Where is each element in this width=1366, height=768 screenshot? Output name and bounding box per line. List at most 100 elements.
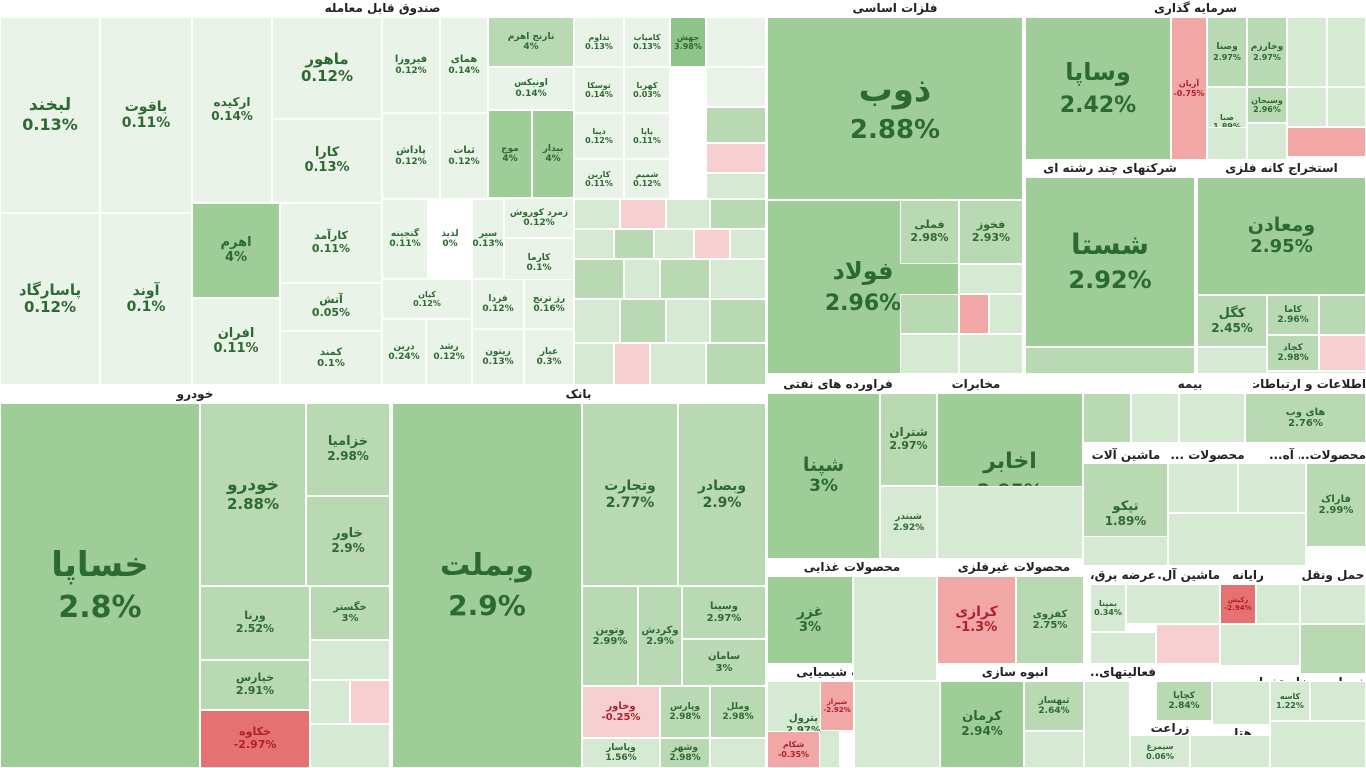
stock-tile-small[interactable] (310, 640, 390, 680)
stock-tile[interactable]: شپنا 3% (767, 393, 880, 559)
stock-tile[interactable]: سیر 0.13% (472, 199, 504, 279)
stock-tile-small[interactable] (959, 264, 1023, 294)
stock-tile-small[interactable] (1190, 735, 1270, 768)
stock-tile[interactable]: فاراک 2.99% (1306, 463, 1366, 547)
stock-tile[interactable]: ومعادن 2.95% (1197, 177, 1366, 295)
stock-tile[interactable]: وملل 2.98% (710, 686, 766, 738)
stock-tile[interactable]: پاداش 0.12% (382, 113, 440, 199)
stock-tile[interactable]: های وب 2.76% (1245, 393, 1366, 443)
stock-tile-small[interactable] (937, 486, 1083, 559)
stock-tile-small[interactable] (1083, 393, 1131, 443)
stock-tile[interactable]: شکام -0.35% (767, 731, 820, 768)
stock-tile-small[interactable] (959, 294, 989, 334)
stock-tile-small[interactable] (1179, 393, 1245, 443)
stock-tile-small[interactable] (1168, 463, 1238, 513)
stock-tile[interactable]: کچاد 2.98% (1267, 335, 1319, 371)
stock-tile[interactable]: ثبات 0.12% (440, 113, 488, 199)
stock-tile[interactable]: وصنا 2.97% (1207, 17, 1247, 87)
stock-tile-small[interactable] (574, 299, 620, 343)
stock-tile[interactable]: گنجینه 0.11% (382, 199, 428, 279)
stock-tile-small[interactable] (666, 299, 710, 343)
stock-tile[interactable]: خاور 2.9% (306, 496, 390, 586)
stock-tile[interactable]: تداوم 0.13% (574, 17, 624, 67)
stock-tile-small[interactable] (710, 199, 766, 229)
stock-tile-small[interactable] (710, 738, 766, 768)
stock-tile[interactable]: عیار 0.3% (524, 329, 574, 385)
stock-tile[interactable]: خودرو 2.88% (200, 403, 306, 586)
stock-tile[interactable]: اهرم 4% (192, 203, 280, 298)
stock-tile[interactable]: زمرد کوروش 0.12% (504, 198, 574, 238)
stock-tile-small[interactable] (614, 343, 650, 385)
stock-tile[interactable]: وخاور -0.25% (582, 686, 660, 738)
stock-tile-small[interactable] (1310, 681, 1366, 721)
stock-tile-small[interactable] (1156, 624, 1220, 664)
stock-tile-small[interactable] (1090, 632, 1156, 664)
stock-tile[interactable]: ثبهساز 2.64% (1024, 681, 1084, 731)
stock-tile-small[interactable] (706, 343, 766, 385)
stock-tile[interactable]: افران 0.11% (192, 298, 280, 385)
stock-tile[interactable]: وپاسار 1.56% (582, 738, 660, 768)
stock-tile[interactable]: اونیکس 0.14% (488, 67, 574, 110)
stock-tile[interactable]: شتران 2.97% (880, 393, 937, 486)
stock-tile[interactable]: وپارس 2.98% (660, 686, 710, 738)
stock-tile[interactable]: شیراز -2.92% (820, 681, 854, 731)
stock-tile-small[interactable] (574, 229, 614, 259)
stock-tile[interactable]: جهش 3.98% (670, 17, 706, 67)
stock-tile-small[interactable] (1287, 17, 1327, 87)
stock-tile[interactable]: فملی 2.98% (900, 200, 959, 264)
stock-tile-small[interactable] (710, 259, 766, 299)
stock-tile-small[interactable] (350, 680, 390, 724)
stock-tile-small[interactable] (310, 680, 350, 724)
stock-tile-small[interactable] (1126, 584, 1220, 624)
stock-tile-small[interactable] (620, 199, 666, 229)
stock-tile[interactable]: فردا 0.12% (472, 279, 524, 329)
stock-tile-small[interactable] (706, 107, 766, 143)
stock-tile-small[interactable] (1327, 87, 1366, 127)
stock-tile[interactable]: وساپا 2.42% (1025, 17, 1171, 160)
stock-tile[interactable]: کگل 2.45% (1197, 295, 1267, 347)
stock-tile[interactable]: خیارس 2.91% (200, 660, 310, 710)
stock-tile[interactable]: وتجارت 2.77% (582, 403, 678, 586)
stock-tile-small[interactable] (666, 199, 710, 229)
stock-tile-small[interactable] (1197, 347, 1267, 374)
stock-tile[interactable]: همای 0.14% (440, 17, 488, 113)
stock-tile[interactable]: فیروزا 0.12% (382, 17, 440, 113)
stock-tile[interactable]: موج 4% (488, 110, 532, 198)
stock-tile-small[interactable] (1327, 17, 1366, 87)
stock-tile-small[interactable] (1083, 536, 1168, 566)
stock-tile[interactable]: کمند 0.1% (280, 331, 382, 385)
stock-tile-small[interactable] (574, 343, 614, 385)
stock-tile[interactable]: وشهر 2.98% (660, 738, 710, 768)
stock-tile[interactable]: پاسارگاد 0.12% (0, 213, 100, 385)
stock-tile-small[interactable] (706, 173, 766, 199)
stock-tile-small[interactable] (989, 294, 1023, 334)
stock-tile-small[interactable] (1024, 731, 1084, 768)
stock-tile[interactable]: رکیش -2.94% (1220, 584, 1256, 624)
stock-tile[interactable]: ذوب 2.88% (767, 17, 1023, 200)
stock-tile-small[interactable] (706, 17, 766, 67)
stock-tile[interactable]: آتش 0.05% (280, 283, 382, 331)
stock-tile-small[interactable] (900, 334, 959, 374)
stock-tile-small[interactable] (730, 229, 766, 259)
stock-tile[interactable]: شستا 2.92% (1025, 177, 1195, 347)
stock-tile[interactable]: رشد 0.12% (426, 319, 472, 385)
stock-tile[interactable]: بمپنا 0.34% (1090, 584, 1126, 632)
stock-tile[interactable]: ماهور 0.12% (272, 17, 382, 119)
stock-tile-small[interactable] (706, 67, 766, 107)
stock-tile[interactable]: وکردش 2.9% (638, 586, 682, 686)
stock-tile-small[interactable] (1025, 347, 1195, 374)
stock-tile[interactable]: خکاوه -2.97% (200, 710, 310, 768)
stock-tile-small[interactable] (1238, 463, 1306, 513)
stock-tile-small[interactable] (1300, 584, 1366, 624)
stock-tile[interactable]: رز ترنج 0.16% (524, 279, 574, 329)
stock-tile[interactable]: وبصادر 2.9% (678, 403, 766, 586)
stock-tile[interactable]: کاسه 1.22% (1270, 681, 1310, 721)
stock-tile[interactable]: کامیاب 0.13% (624, 17, 670, 67)
stock-tile-small[interactable] (853, 576, 937, 681)
stock-tile[interactable]: ورنا 2.52% (200, 586, 310, 660)
stock-tile-small[interactable] (654, 229, 694, 259)
stock-tile[interactable]: بیدار 4% (532, 110, 574, 198)
stock-tile-small[interactable] (959, 334, 1023, 374)
stock-tile-small[interactable] (1247, 123, 1287, 160)
stock-tile-small[interactable] (1256, 584, 1300, 624)
